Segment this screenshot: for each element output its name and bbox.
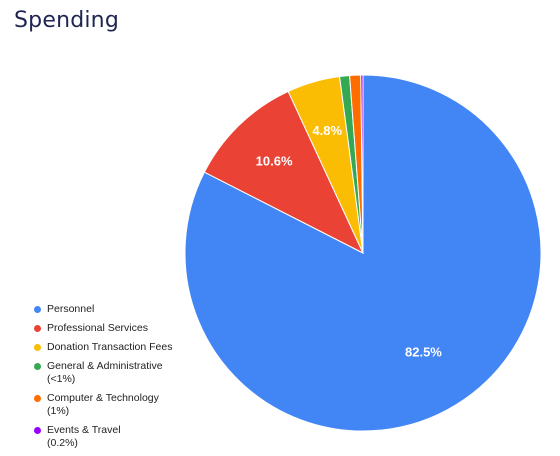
data-label-donation-transaction-fees: 4.8% (312, 123, 342, 138)
legend-label: Events & Travel (0.2%) (47, 424, 121, 449)
data-label-personnel: 82.5% (405, 345, 442, 360)
chart-title: Spending (14, 8, 119, 33)
pie-slice-events-travel (360, 74, 364, 254)
legend-marker (34, 395, 41, 402)
data-label-professional-services: 10.6% (256, 154, 293, 169)
legend-marker (34, 344, 41, 351)
legend-label: Professional Services (47, 322, 148, 334)
chart-legend: Personnel Professional Services Donation T… (34, 303, 204, 456)
legend-marker (34, 325, 41, 332)
legend-item-computer-technology: Computer & Technology (1%) (34, 392, 204, 418)
legend-item-events-travel: Events & Travel (0.2%) (34, 424, 204, 450)
legend-marker (34, 363, 41, 370)
pie-slice-professional-services (203, 90, 365, 255)
legend-item-personnel: Personnel (34, 303, 204, 316)
legend-label: Personnel (47, 303, 95, 315)
legend-item-professional-services: Professional Services (34, 322, 204, 335)
legend-label: Computer & Technology (1%) (47, 392, 159, 417)
legend-marker (34, 306, 41, 313)
legend-item-donation-transaction-fees: Donation Transaction Fees (34, 341, 204, 354)
legend-item-general-administrative: General & Administrative (<1%) (34, 360, 204, 386)
legend-label: Donation Transaction Fees (47, 341, 173, 353)
legend-marker (34, 427, 41, 434)
legend-label: General & Administrative (<1%) (47, 360, 163, 385)
